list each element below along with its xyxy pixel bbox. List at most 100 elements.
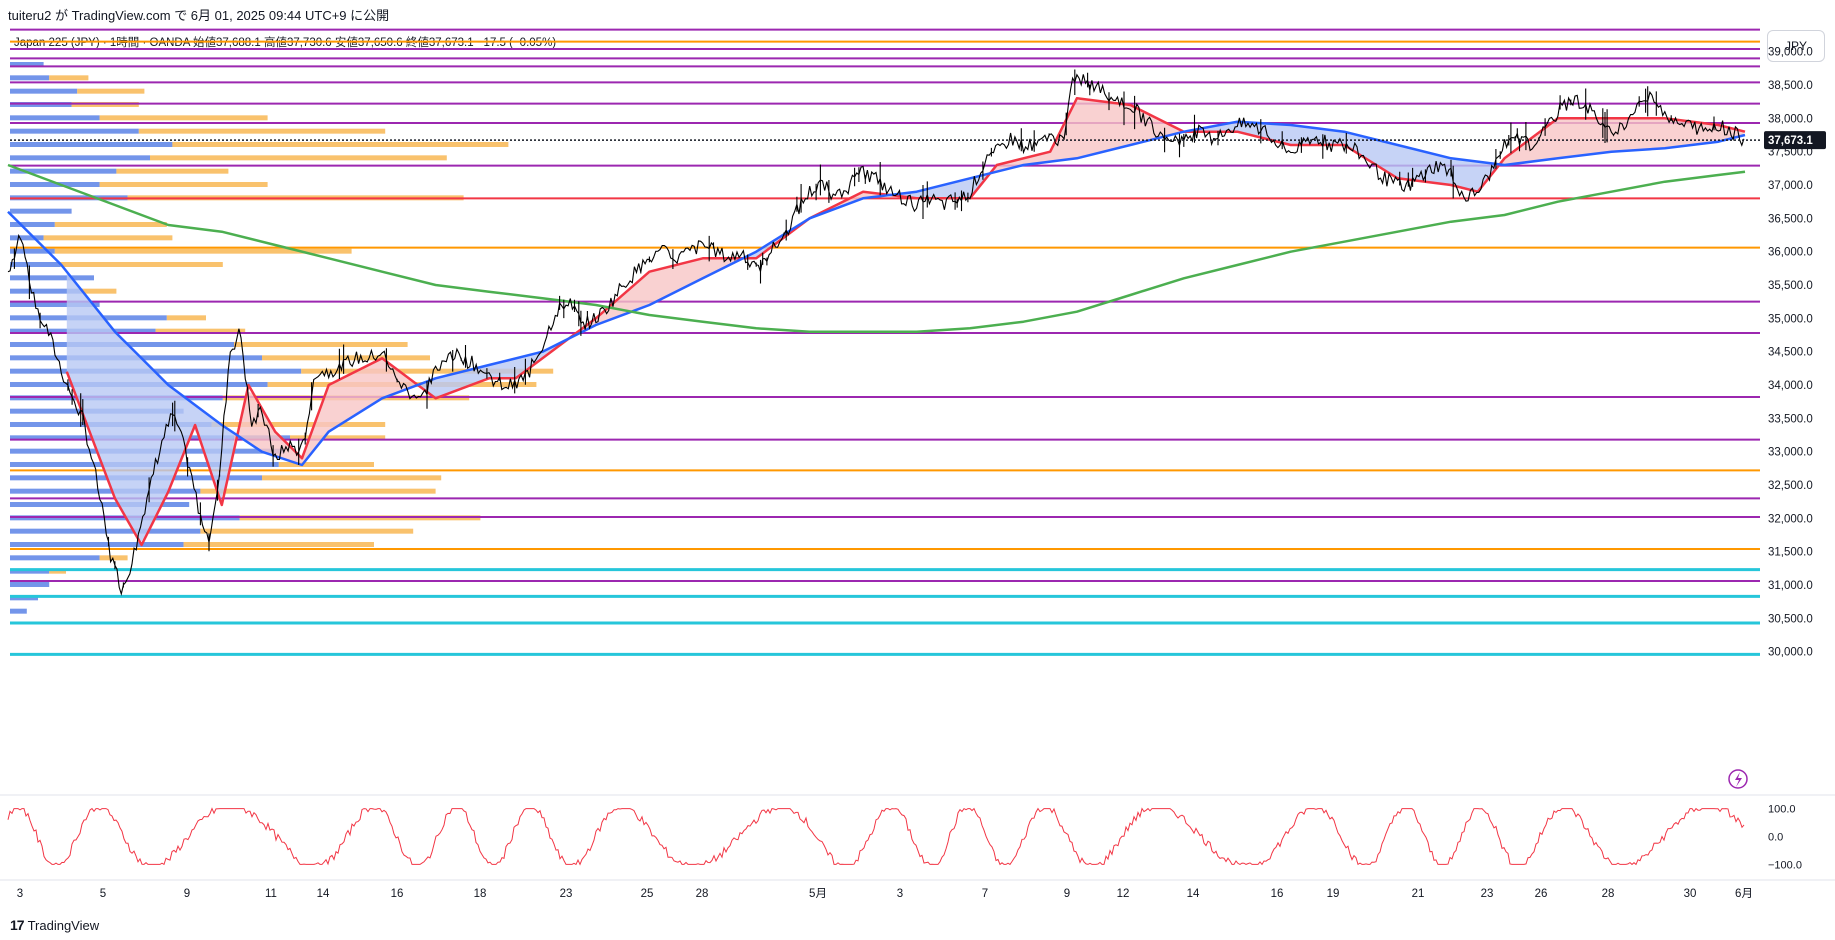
currency-button[interactable]: JPY <box>1767 30 1825 62</box>
x-tick-label: 6月 <box>1735 888 1753 900</box>
vp-bar-orange <box>82 288 117 294</box>
vp-bar-orange <box>262 475 442 481</box>
vp-bar-blue <box>10 88 78 94</box>
vp-bar-orange <box>172 142 509 147</box>
vp-bar-blue <box>10 555 100 561</box>
y-tick-label: 31,000.0 <box>1768 580 1813 592</box>
vp-bar-orange <box>99 182 268 187</box>
vp-bar-orange <box>200 488 436 494</box>
vp-bar-orange <box>99 555 128 561</box>
vp-bar-blue <box>10 528 201 534</box>
last-price-label: 37,673.1 <box>1768 135 1813 147</box>
last-price-badge <box>1764 131 1826 150</box>
sma-long-line <box>7 163 1746 333</box>
low-label: 安値 <box>334 37 358 49</box>
x-tick-label: 9 <box>1064 888 1070 900</box>
x-tick-label: 30 <box>1684 888 1697 900</box>
x-tick-label: 25 <box>641 888 654 900</box>
price-chart[interactable]: 39,000.0 38,500.0 38,000.0 37,500.0 37,000.0… <box>0 0 1835 910</box>
y-tick-label: 36,500.0 <box>1768 213 1813 225</box>
vp-bar-orange <box>54 222 167 227</box>
y-tick-label: 33,000.0 <box>1768 447 1813 459</box>
vp-bar-orange <box>200 528 414 534</box>
vp-bar-orange <box>77 88 145 94</box>
y-tick-label: 34,000.0 <box>1768 380 1813 392</box>
symbol-legend: Japan 225 (JPY) · 1時間 · OANDA 始値37,688.1… <box>14 34 557 50</box>
price-axis: 39,000.0 38,500.0 38,000.0 37,500.0 37,000.0… <box>1764 47 1826 659</box>
oscillator-line <box>7 807 1745 866</box>
vp-bar-blue <box>10 115 100 121</box>
x-tick-label: 5月 <box>809 888 827 900</box>
x-tick-label: 18 <box>474 888 487 900</box>
y-tick-label: 33,500.0 <box>1768 413 1813 425</box>
x-tick-label: 3 <box>897 888 903 900</box>
tradingview-mark-icon: 17 <box>10 917 25 933</box>
osc-tick-label: 100.0 <box>1768 804 1796 816</box>
vp-bar-blue <box>10 208 72 214</box>
y-tick-label: 30,500.0 <box>1768 613 1813 625</box>
x-tick-label: 11 <box>265 888 277 900</box>
x-tick-label: 5 <box>100 888 106 900</box>
vp-bar-blue <box>10 262 61 267</box>
brand-name: TradingView <box>27 917 100 933</box>
osc-tick-label: 0.0 <box>1768 832 1783 844</box>
x-tick-label: 12 <box>1117 888 1130 900</box>
x-tick-label: 21 <box>1412 888 1425 900</box>
vp-bar-orange <box>138 128 386 134</box>
cloud-band <box>66 271 234 543</box>
symbol-info: Japan 225 (JPY) · 1時間 · OANDA <box>14 37 190 49</box>
vp-bar-orange <box>211 422 386 427</box>
price-series <box>7 69 1760 596</box>
ema-slow-line <box>7 120 1746 467</box>
x-tick-label: 14 <box>1187 888 1200 900</box>
y-tick-label: 39,000.0 <box>1768 47 1813 59</box>
change-value: −17.5 (−0.05%) <box>476 37 557 49</box>
y-tick-label: 37,500.0 <box>1768 147 1813 159</box>
vp-bar-orange <box>301 368 554 374</box>
vp-bar-blue <box>10 168 117 174</box>
vp-bar-orange <box>234 342 408 347</box>
y-tick-label: 34,500.0 <box>1768 347 1813 359</box>
x-tick-label: 16 <box>1271 888 1284 900</box>
close-value: 37,673.1 <box>428 37 474 49</box>
vp-bar-orange <box>150 155 447 161</box>
x-tick-label: 7 <box>982 888 988 900</box>
close-label: 終値 <box>405 37 429 49</box>
y-tick-label: 35,000.0 <box>1768 313 1813 325</box>
low-value: 37,650.6 <box>357 37 403 49</box>
time-axis: 3 5 9 11 14 16 18 23 25 28 5月 3 7 9 12 14 16 19 21 23 26 28 30… <box>0 879 1835 900</box>
lightning-icon[interactable] <box>1728 769 1748 789</box>
vp-bar-orange <box>116 168 229 174</box>
vp-bar-orange <box>60 262 223 267</box>
vp-bar-blue <box>10 488 201 494</box>
vp-bar-orange <box>278 462 374 467</box>
vp-bar-orange <box>54 248 352 254</box>
publish-header: tuiteru2 が TradingView.com で 6月 01, 2025… <box>8 8 390 23</box>
x-tick-label: 28 <box>1602 888 1615 900</box>
y-tick-label: 31,500.0 <box>1768 547 1813 559</box>
x-tick-label: 23 <box>560 888 573 900</box>
x-tick-label: 3 <box>17 888 23 900</box>
y-tick-label: 38,000.0 <box>1768 113 1813 125</box>
cloud-band <box>988 99 1183 175</box>
y-tick-label: 38,500.0 <box>1768 80 1813 92</box>
vp-bar-blue <box>10 288 83 294</box>
vp-bar-blue <box>10 128 139 134</box>
x-tick-label: 28 <box>696 888 709 900</box>
y-tick-label: 37,000.0 <box>1768 180 1813 192</box>
vp-bar-blue <box>10 75 50 81</box>
open-value: 37,688.1 <box>215 37 261 49</box>
tradingview-logo[interactable]: 17 TradingView <box>10 917 99 933</box>
vp-bar-blue <box>10 608 27 614</box>
vp-bar-blue <box>10 155 150 161</box>
x-tick-label: 16 <box>391 888 404 900</box>
vp-bar-blue <box>10 582 50 587</box>
y-tick-label: 30,000.0 <box>1768 647 1813 659</box>
vp-bar-blue <box>10 222 55 227</box>
vp-bar-blue <box>10 275 94 281</box>
high-value: 37,730.6 <box>286 37 332 49</box>
y-tick-label: 32,500.0 <box>1768 480 1813 492</box>
vp-bar-orange <box>290 435 386 441</box>
osc-tick-label: −100.0 <box>1768 859 1802 871</box>
vp-bar-orange <box>99 115 268 121</box>
